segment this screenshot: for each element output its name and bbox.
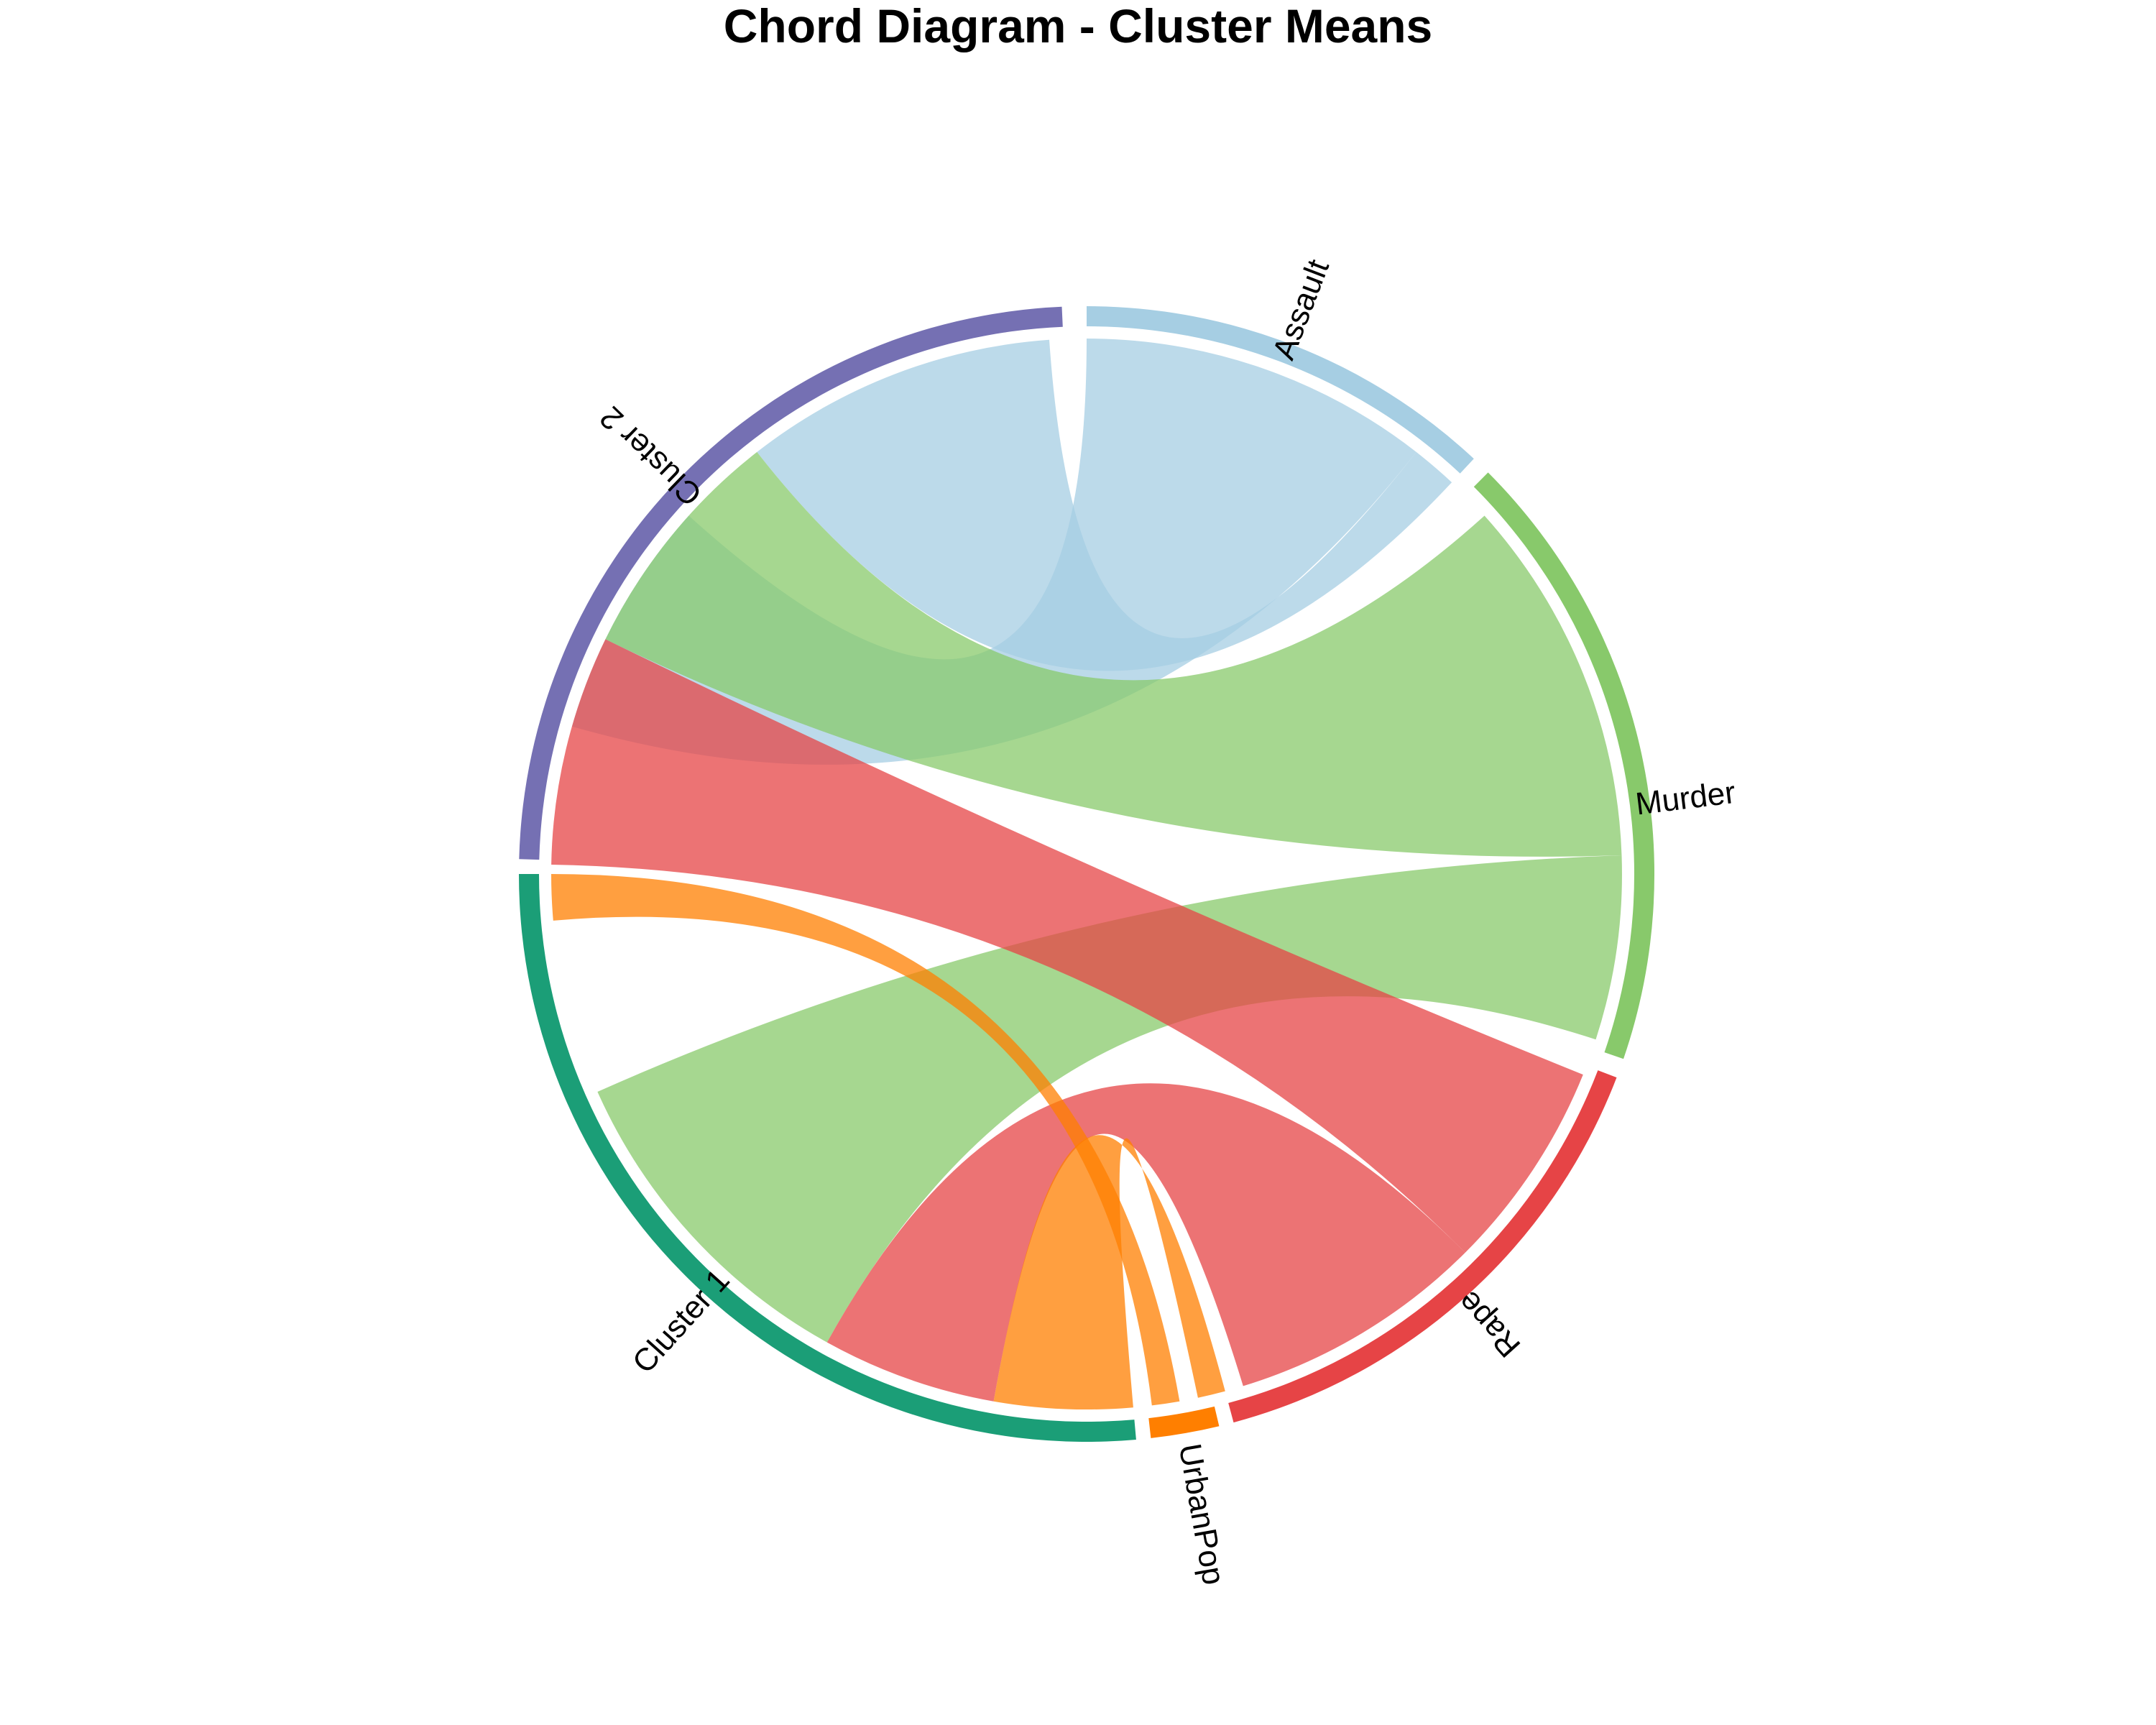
ribbons-group bbox=[550, 339, 1622, 1410]
sector-label-cluster-1: Cluster 1 bbox=[626, 1262, 737, 1380]
sector-label-assault: Assault bbox=[1266, 255, 1336, 364]
sector-label-murder: Murder bbox=[1634, 775, 1737, 822]
ribbon-assault-to-cluster-2 bbox=[757, 339, 1452, 671]
ribbon-rape-to-cluster-1 bbox=[551, 639, 1583, 1253]
sector-track-assault bbox=[1087, 306, 1474, 474]
chart-title: Chord Diagram - Cluster Means bbox=[723, 0, 1433, 52]
ribbon-murder-to-cluster-2 bbox=[597, 855, 1622, 1343]
sector-label-cluster-2: Cluster 2 bbox=[593, 400, 709, 513]
sector-track-murder bbox=[1473, 472, 1655, 1059]
ribbon-rape-to-cluster-2 bbox=[826, 1083, 1465, 1402]
tracks-group bbox=[519, 306, 1655, 1443]
ribbon-murder-to-cluster-1 bbox=[605, 451, 1622, 857]
sector-track-urbanpop bbox=[1148, 1406, 1220, 1438]
sector-label-urbanpop: UrbanPop bbox=[1172, 1441, 1232, 1588]
ribbon-urbanpop-to-cluster-1 bbox=[993, 1135, 1225, 1410]
